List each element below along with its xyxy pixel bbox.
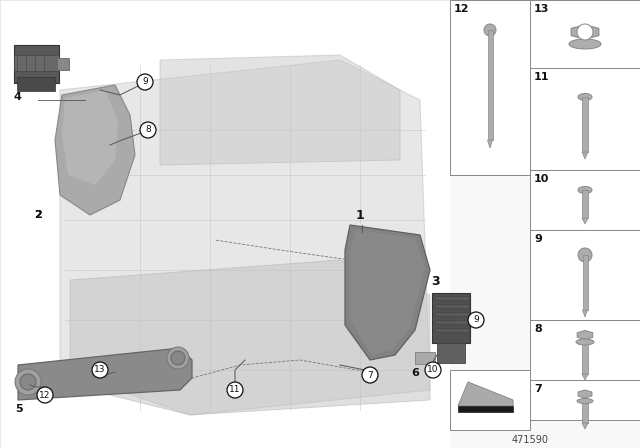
Bar [437, 343, 465, 363]
Text: 2: 2 [34, 210, 42, 220]
Polygon shape [18, 348, 192, 400]
Text: 8: 8 [534, 324, 541, 334]
Polygon shape [62, 90, 118, 185]
Bar [530, 320, 640, 380]
Polygon shape [345, 225, 430, 360]
Circle shape [140, 122, 156, 138]
Bar [435, 304, 469, 308]
Text: 4: 4 [14, 92, 22, 102]
Polygon shape [160, 55, 400, 165]
Text: 2: 2 [34, 210, 42, 220]
Bar [530, 230, 640, 320]
Bar [582, 97, 588, 152]
Bar [14, 55, 59, 71]
Bar [582, 401, 588, 423]
Text: 10: 10 [534, 174, 549, 184]
Text: 7: 7 [367, 370, 373, 379]
Circle shape [577, 24, 593, 40]
Bar [488, 30, 493, 140]
Bar [582, 342, 588, 374]
Bar [435, 312, 469, 316]
Polygon shape [571, 25, 599, 39]
Polygon shape [578, 390, 592, 398]
Bar [435, 328, 469, 332]
Bar [17, 77, 55, 91]
Bar [435, 320, 469, 324]
Circle shape [468, 312, 484, 328]
Bar [14, 45, 59, 83]
Polygon shape [488, 140, 493, 148]
Bar [530, 0, 640, 68]
Text: 10: 10 [428, 366, 439, 375]
Bar [582, 255, 588, 310]
Ellipse shape [15, 369, 41, 395]
Bar [415, 352, 435, 364]
Circle shape [171, 351, 185, 365]
Bar [458, 406, 513, 412]
Ellipse shape [167, 347, 189, 369]
Ellipse shape [576, 339, 594, 345]
Bar [432, 293, 470, 343]
Text: 6: 6 [411, 368, 419, 378]
Bar [450, 0, 530, 175]
Bar [57, 58, 69, 70]
Bar [530, 170, 640, 230]
Polygon shape [582, 310, 588, 317]
Bar [530, 380, 640, 420]
Circle shape [362, 367, 378, 383]
Circle shape [137, 74, 153, 90]
Polygon shape [60, 60, 430, 415]
Circle shape [92, 362, 108, 378]
Circle shape [578, 248, 592, 262]
Polygon shape [582, 423, 588, 429]
Ellipse shape [578, 186, 592, 194]
Polygon shape [350, 230, 425, 355]
Ellipse shape [569, 39, 601, 49]
Text: 12: 12 [39, 391, 51, 400]
Text: 13: 13 [534, 4, 549, 14]
Circle shape [37, 387, 53, 403]
Text: 12: 12 [454, 4, 470, 14]
Circle shape [227, 382, 243, 398]
Polygon shape [577, 331, 593, 340]
Polygon shape [458, 382, 513, 406]
Bar [435, 296, 469, 300]
Text: 471590: 471590 [511, 435, 548, 445]
Text: 8: 8 [145, 125, 151, 134]
Circle shape [20, 374, 36, 390]
Polygon shape [582, 218, 588, 224]
Text: 7: 7 [534, 384, 541, 394]
Circle shape [425, 362, 441, 378]
Polygon shape [582, 152, 588, 159]
Text: 5: 5 [15, 404, 22, 414]
Text: 3: 3 [431, 275, 439, 288]
Bar [450, 0, 640, 448]
Text: 1: 1 [356, 209, 364, 222]
Ellipse shape [578, 94, 592, 100]
Bar [450, 370, 530, 430]
Polygon shape [582, 374, 588, 380]
Text: 11: 11 [229, 385, 241, 395]
Polygon shape [70, 260, 430, 415]
Circle shape [484, 24, 496, 36]
Polygon shape [55, 85, 135, 215]
Text: 11: 11 [534, 72, 550, 82]
Text: 9: 9 [534, 234, 542, 244]
Text: 13: 13 [94, 366, 106, 375]
Text: 9: 9 [473, 315, 479, 324]
Ellipse shape [577, 399, 593, 404]
Text: 9: 9 [142, 78, 148, 86]
Bar [530, 68, 640, 170]
Bar [582, 190, 588, 218]
